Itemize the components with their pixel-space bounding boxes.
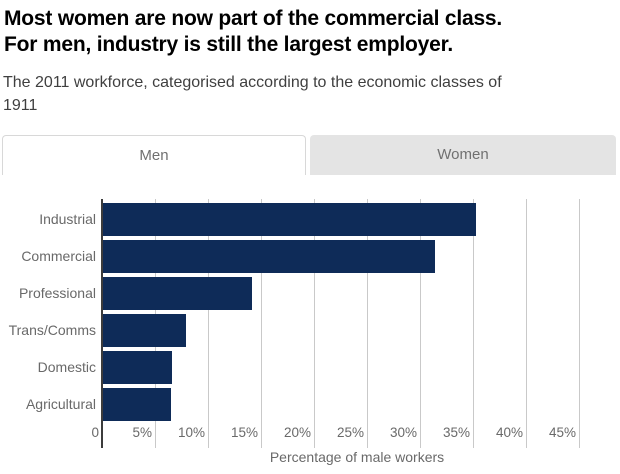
x-tick-label-5: 5% xyxy=(132,425,152,440)
x-tick-label-15: 15% xyxy=(230,425,258,440)
gridline-35 xyxy=(473,199,474,448)
headline-line-2: For men, industry is still the largest e… xyxy=(4,33,454,56)
bar-trans-comms xyxy=(103,314,186,347)
x-tick-label-45: 45% xyxy=(548,425,576,440)
bar-professional xyxy=(103,277,252,310)
category-label-domestic: Domestic xyxy=(37,359,96,375)
headline: Most women are now part of the commercia… xyxy=(4,6,564,58)
bar-agricultural xyxy=(103,388,171,421)
gridline-10 xyxy=(208,199,209,448)
tab-women[interactable]: Women xyxy=(310,135,616,175)
gridline-25 xyxy=(367,199,368,448)
x-tick-label-40: 40% xyxy=(495,425,523,440)
subtitle: The 2011 workforce, categorised accordin… xyxy=(3,71,593,117)
x-tick-label-30: 30% xyxy=(389,425,417,440)
gridline-45 xyxy=(579,199,580,448)
category-label-professional: Professional xyxy=(18,285,96,301)
bar-domestic xyxy=(103,351,172,384)
category-label-industrial: Industrial xyxy=(39,211,96,227)
gridline-40 xyxy=(526,199,527,448)
x-tick-label-35: 35% xyxy=(442,425,470,440)
bar-industrial xyxy=(103,203,476,236)
x-tick-label-10: 10% xyxy=(177,425,205,440)
x-tick-label-25: 25% xyxy=(336,425,364,440)
headline-line-1: Most women are now part of the commercia… xyxy=(4,7,503,30)
subtitle-line-1: The 2011 workforce, categorised accordin… xyxy=(3,74,502,91)
gender-tab-bar: Men Women xyxy=(2,135,618,175)
x-axis-title: Percentage of male workers xyxy=(269,449,445,465)
category-label-commercial: Commercial xyxy=(21,248,96,264)
category-label-trans-comms: Trans/Comms xyxy=(8,322,96,338)
bar-commercial xyxy=(103,240,435,273)
gridline-30 xyxy=(420,199,421,448)
x-tick-label-20: 20% xyxy=(283,425,311,440)
gridline-20 xyxy=(314,199,315,448)
x-tick-label-0: 0 xyxy=(91,425,99,440)
gridline-15 xyxy=(261,199,262,448)
y-axis-line xyxy=(101,199,103,448)
bar-chart: Percentage of male workers 0 5% 10% 15% 20% 2… xyxy=(0,185,620,474)
subtitle-line-2: 1911 xyxy=(3,97,38,114)
category-label-agricultural: Agricultural xyxy=(25,396,96,412)
tab-men[interactable]: Men xyxy=(2,135,306,175)
